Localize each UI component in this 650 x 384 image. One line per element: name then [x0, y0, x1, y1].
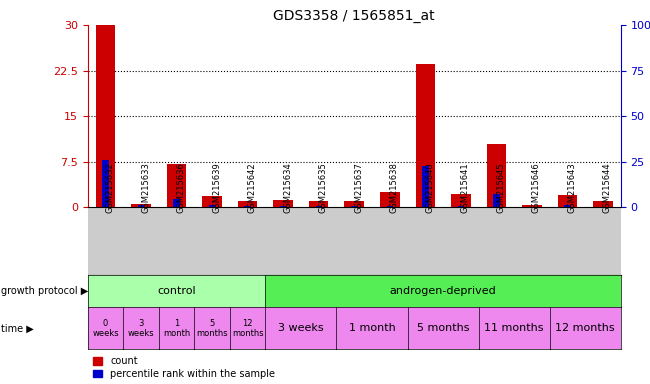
Text: growth protocol ▶: growth protocol ▶ — [1, 286, 88, 296]
Bar — [380, 192, 400, 207]
Bar — [138, 205, 144, 207]
Text: 0
weeks: 0 weeks — [92, 319, 119, 338]
Text: 1
month: 1 month — [163, 319, 190, 338]
Bar — [415, 65, 435, 207]
Text: GSM215643: GSM215643 — [567, 162, 577, 213]
Bar — [244, 206, 251, 207]
Text: GSM215644: GSM215644 — [603, 162, 612, 213]
Bar — [209, 205, 215, 207]
Bar — [102, 160, 109, 207]
Text: GSM215635: GSM215635 — [318, 162, 328, 213]
Text: GSM215640: GSM215640 — [425, 162, 434, 213]
Legend: count, percentile rank within the sample: count, percentile rank within the sample — [92, 356, 275, 379]
Bar — [238, 201, 257, 207]
Bar — [593, 201, 613, 207]
Bar — [451, 194, 471, 207]
Text: time ▶: time ▶ — [1, 323, 34, 333]
Text: GSM215636: GSM215636 — [177, 162, 186, 213]
Bar — [131, 204, 151, 207]
Bar — [309, 201, 328, 207]
Text: 5
months: 5 months — [196, 319, 228, 338]
Bar — [558, 195, 577, 207]
Text: GSM215638: GSM215638 — [390, 162, 399, 213]
Text: 3 weeks: 3 weeks — [278, 323, 324, 333]
Bar — [493, 194, 500, 207]
Text: 1 month: 1 month — [348, 323, 395, 333]
Bar — [564, 205, 571, 207]
Text: androgen-deprived: androgen-deprived — [390, 286, 497, 296]
Bar — [274, 200, 293, 207]
Bar — [387, 206, 393, 207]
Text: 11 months: 11 months — [484, 323, 544, 333]
Bar — [202, 197, 222, 207]
Text: 12
months: 12 months — [232, 319, 263, 338]
Text: GSM215633: GSM215633 — [141, 162, 150, 213]
Text: GSM215634: GSM215634 — [283, 162, 292, 213]
Bar — [344, 201, 364, 207]
Text: GSM215632: GSM215632 — [105, 162, 114, 213]
Text: GSM215642: GSM215642 — [248, 162, 257, 213]
Text: control: control — [157, 286, 196, 296]
Bar — [422, 166, 428, 207]
Text: 5 months: 5 months — [417, 323, 469, 333]
Text: 3
weeks: 3 weeks — [128, 319, 154, 338]
Text: 12 months: 12 months — [555, 323, 615, 333]
Title: GDS3358 / 1565851_at: GDS3358 / 1565851_at — [274, 8, 435, 23]
Bar — [487, 144, 506, 207]
Text: GSM215641: GSM215641 — [461, 162, 470, 213]
Bar — [522, 205, 541, 207]
Text: GSM215645: GSM215645 — [497, 162, 506, 213]
Bar — [96, 25, 115, 207]
Bar — [174, 199, 180, 207]
Text: GSM215637: GSM215637 — [354, 162, 363, 213]
Text: GSM215639: GSM215639 — [212, 162, 221, 213]
Text: GSM215646: GSM215646 — [532, 162, 541, 213]
Bar — [167, 164, 187, 207]
